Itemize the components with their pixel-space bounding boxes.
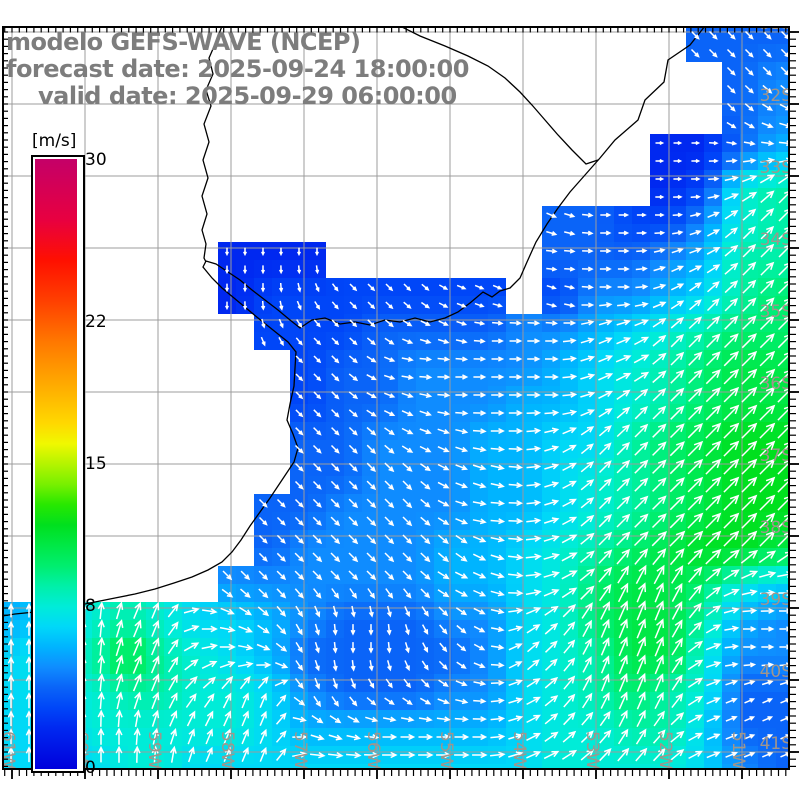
lat-label: 37S — [760, 446, 792, 466]
forecast-date: forecast date: 2025-09-24 18:00:00 — [6, 55, 469, 83]
lon-label: 56W — [363, 731, 383, 770]
colorbar-tick-label: 15 — [85, 454, 107, 474]
lat-label: 35S — [760, 302, 792, 322]
lat-label: 33S — [760, 158, 792, 178]
lat-label: 40S — [760, 662, 792, 682]
model-title: modelo GEFS-WAVE (NCEP) — [6, 28, 361, 56]
valid-date: valid date: 2025-09-29 06:00:00 — [38, 82, 457, 110]
colorbar-tick-label: 30 — [85, 150, 107, 170]
lat-label: 32S — [760, 86, 792, 106]
grid-labels: 31S32S33S34S35S36S37S38S39S40S41S61W60W5… — [3, 14, 792, 770]
lon-label: 59W — [144, 731, 164, 770]
lat-label: 39S — [760, 590, 792, 610]
lon-label: 58W — [217, 731, 237, 770]
lat-label: 34S — [760, 230, 792, 250]
wave-direction-arrows — [7, 30, 789, 763]
map-frame — [2, 26, 799, 779]
lon-label: 53W — [582, 731, 602, 770]
colorbar-tick-label: 8 — [85, 595, 96, 616]
colorbar-gradient — [35, 159, 77, 769]
lat-label: 41S — [760, 734, 792, 754]
lat-label: 36S — [760, 374, 792, 394]
colorbar-tick-label: 0 — [85, 758, 96, 778]
lon-label: 51W — [728, 731, 748, 770]
lon-label: 55W — [436, 731, 456, 770]
lat-label: 31S — [760, 14, 792, 34]
lon-label: 54W — [509, 731, 529, 770]
coastline — [3, 27, 706, 617]
lon-label: 57W — [290, 731, 310, 770]
colorbar-unit-label: [m/s] — [32, 131, 77, 151]
latlon-gridlines — [3, 27, 789, 769]
colorbar-tick-label: 22 — [85, 312, 107, 333]
lon-label: 52W — [655, 731, 675, 770]
colorbar — [31, 155, 85, 773]
lat-label: 38S — [760, 518, 792, 538]
